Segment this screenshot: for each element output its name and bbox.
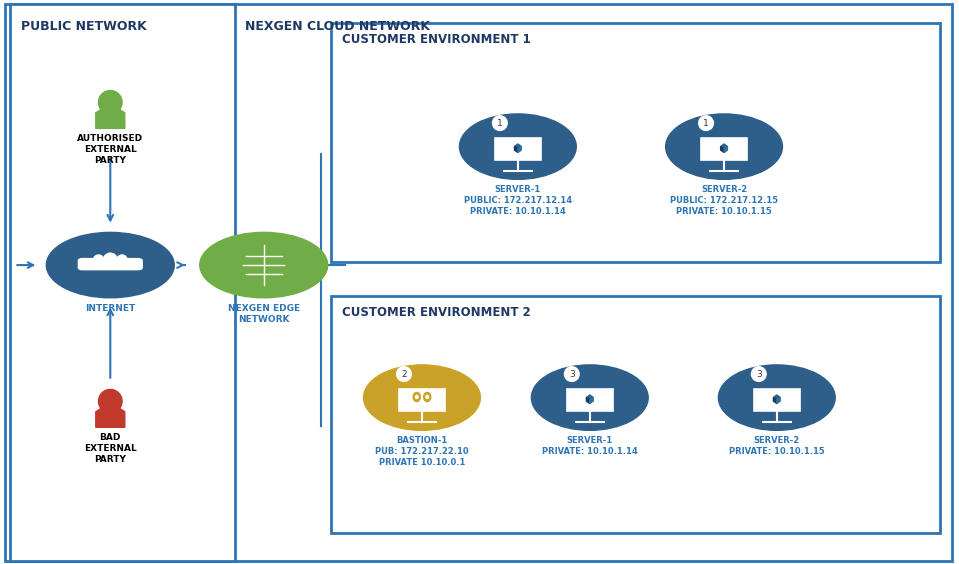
FancyBboxPatch shape bbox=[495, 138, 541, 160]
Text: NEXGEN EDGE
NETWORK: NEXGEN EDGE NETWORK bbox=[227, 303, 300, 324]
Polygon shape bbox=[724, 147, 728, 152]
Polygon shape bbox=[773, 395, 781, 400]
Polygon shape bbox=[518, 147, 522, 152]
Polygon shape bbox=[720, 144, 728, 149]
Ellipse shape bbox=[752, 367, 766, 381]
Text: PUBLIC NETWORK: PUBLIC NETWORK bbox=[21, 20, 147, 33]
FancyBboxPatch shape bbox=[399, 389, 445, 411]
Polygon shape bbox=[720, 147, 724, 152]
Ellipse shape bbox=[413, 393, 420, 402]
Ellipse shape bbox=[363, 365, 480, 430]
Text: NEXGEN CLOUD NETWORK: NEXGEN CLOUD NETWORK bbox=[245, 20, 430, 33]
FancyBboxPatch shape bbox=[567, 389, 613, 411]
Ellipse shape bbox=[699, 116, 713, 130]
Polygon shape bbox=[514, 147, 518, 152]
Text: 1: 1 bbox=[497, 118, 503, 127]
Ellipse shape bbox=[104, 253, 117, 267]
FancyBboxPatch shape bbox=[331, 23, 940, 262]
Ellipse shape bbox=[718, 365, 835, 430]
Text: 3: 3 bbox=[756, 369, 761, 378]
Text: CUSTOMER ENVIRONMENT 1: CUSTOMER ENVIRONMENT 1 bbox=[342, 33, 531, 46]
Polygon shape bbox=[777, 398, 781, 403]
Text: AUTHORISED
EXTERNAL
PARTY: AUTHORISED EXTERNAL PARTY bbox=[78, 134, 143, 165]
Text: 2: 2 bbox=[401, 369, 407, 378]
Text: CUSTOMER ENVIRONMENT 2: CUSTOMER ENVIRONMENT 2 bbox=[342, 306, 531, 319]
Ellipse shape bbox=[415, 395, 418, 399]
Text: SERVER-1
PRIVATE: 10.10.1.14: SERVER-1 PRIVATE: 10.10.1.14 bbox=[542, 436, 638, 456]
Polygon shape bbox=[586, 395, 594, 400]
Polygon shape bbox=[590, 398, 594, 403]
Text: SERVER-2
PUBLIC: 172.217.12.15
PRIVATE: 10.10.1.15: SERVER-2 PUBLIC: 172.217.12.15 PRIVATE: … bbox=[670, 185, 778, 217]
Ellipse shape bbox=[424, 393, 431, 402]
Ellipse shape bbox=[565, 367, 579, 381]
FancyBboxPatch shape bbox=[331, 296, 940, 533]
Polygon shape bbox=[96, 407, 125, 428]
Text: BAD
EXTERNAL
PARTY: BAD EXTERNAL PARTY bbox=[83, 433, 137, 464]
Text: INTERNET: INTERNET bbox=[85, 303, 135, 312]
Text: SERVER-2
PRIVATE: 10.10.1.15: SERVER-2 PRIVATE: 10.10.1.15 bbox=[729, 436, 825, 456]
Ellipse shape bbox=[99, 389, 122, 413]
Text: BASTION-1
PUB: 172.217.22.10
PRIVATE 10.10.0.1: BASTION-1 PUB: 172.217.22.10 PRIVATE 10.… bbox=[375, 436, 469, 468]
Ellipse shape bbox=[459, 114, 576, 179]
Ellipse shape bbox=[531, 365, 648, 430]
Ellipse shape bbox=[493, 116, 507, 130]
FancyBboxPatch shape bbox=[5, 4, 952, 561]
Text: 3: 3 bbox=[569, 369, 574, 378]
FancyBboxPatch shape bbox=[754, 389, 800, 411]
FancyBboxPatch shape bbox=[78, 258, 143, 270]
Ellipse shape bbox=[99, 90, 122, 114]
Ellipse shape bbox=[666, 114, 783, 179]
Ellipse shape bbox=[93, 255, 104, 266]
FancyBboxPatch shape bbox=[10, 4, 235, 561]
Polygon shape bbox=[96, 108, 125, 129]
Ellipse shape bbox=[397, 367, 411, 381]
Ellipse shape bbox=[199, 232, 328, 298]
Polygon shape bbox=[514, 144, 522, 149]
FancyBboxPatch shape bbox=[701, 138, 747, 160]
Ellipse shape bbox=[46, 232, 175, 298]
Polygon shape bbox=[586, 398, 590, 403]
Text: SERVER-1
PUBLIC: 172.217.12.14
PRIVATE: 10.10.1.14: SERVER-1 PUBLIC: 172.217.12.14 PRIVATE: … bbox=[464, 185, 572, 217]
Text: 1: 1 bbox=[703, 118, 709, 127]
Polygon shape bbox=[773, 398, 777, 403]
Ellipse shape bbox=[426, 395, 429, 399]
Ellipse shape bbox=[117, 255, 128, 266]
